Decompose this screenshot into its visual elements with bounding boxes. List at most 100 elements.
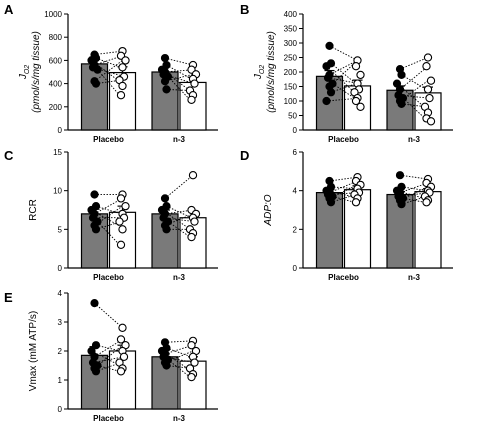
data-point-pre: [160, 53, 170, 63]
data-point-pre: [91, 79, 101, 88]
data-point-pre: [91, 341, 101, 350]
y-axis-label: RCR: [28, 199, 39, 221]
x-category-label: Placebo: [93, 135, 124, 144]
pair-line: [94, 205, 123, 226]
y-tick-label: 6: [293, 148, 298, 157]
data-point-post: [187, 95, 196, 104]
pair-line: [164, 350, 194, 364]
panel-letter: E: [4, 290, 13, 305]
data-point-pre: [397, 99, 406, 109]
panel-b: B 0 50 100 150 200 250 300 350 400 JO2 (pmol/s/mg t…: [240, 2, 453, 144]
bar-post: [179, 217, 207, 269]
y-tick-label: 400: [284, 10, 298, 19]
data-point-pre: [397, 70, 406, 80]
y-axis-label: Vmax (mM ATP/s): [28, 311, 39, 391]
data-point-post: [351, 198, 361, 207]
pair-line: [164, 174, 194, 199]
panel-e: E 0 1 2 3 4 Vmax (mM ATP/s) Placebo n-3: [4, 289, 218, 423]
y-axis-label: JO2: [253, 65, 266, 80]
data-point-post: [115, 217, 124, 226]
pair-line: [97, 221, 120, 246]
y-axis-label: ADP:O: [263, 194, 274, 226]
data-point-post: [425, 93, 434, 103]
pair-line: [92, 66, 125, 78]
bar-pre: [80, 63, 109, 131]
pair-line: [94, 302, 123, 329]
panel-letter: C: [4, 148, 14, 163]
data-point-pre: [326, 198, 336, 207]
data-point-post: [190, 79, 199, 88]
pair-line: [166, 347, 192, 358]
pair-line: [166, 365, 192, 369]
pair-line: [166, 88, 192, 92]
pair-line: [329, 60, 358, 76]
pair-line: [398, 192, 430, 197]
pair-line: [327, 192, 360, 195]
x-category-label: Placebo: [93, 414, 124, 423]
pair-line: [164, 213, 194, 226]
data-point-post: [187, 372, 196, 382]
pair-line: [399, 65, 429, 90]
pair-line: [399, 57, 429, 70]
y-tick-label: 0: [293, 264, 298, 273]
data-point-post: [188, 171, 198, 180]
panel-a: A 0 200 400 600 800 1000 JO2 (pmol/s/mg tissue) P…: [4, 2, 218, 144]
x-category-label: Placebo: [328, 135, 359, 144]
data-point-post: [121, 56, 130, 65]
panel-letter: A: [4, 2, 14, 17]
pair-line: [332, 83, 355, 99]
data-point-pre: [162, 225, 171, 234]
data-point-post: [426, 76, 436, 85]
data-point-pre: [160, 77, 170, 86]
y-axis-units: (pmol/s/mg tissue): [31, 31, 42, 113]
y-tick-label: 2: [293, 225, 298, 234]
y-tick-label: 10: [53, 187, 62, 196]
y-axis-title: JO2 (pmol/s/mg tissue): [18, 31, 42, 113]
data-point-post: [118, 63, 127, 72]
x-category-label: n-3: [408, 273, 421, 282]
y-tick-label: 15: [53, 148, 62, 157]
x-category-label: Placebo: [328, 273, 359, 282]
pair-line: [95, 57, 122, 68]
pair-line: [327, 77, 360, 85]
data-point-post: [356, 70, 365, 80]
data-point-post: [187, 341, 196, 350]
data-point-post: [121, 201, 130, 211]
data-point-post: [356, 102, 365, 111]
data-point-post: [187, 232, 196, 242]
pair-line: [163, 356, 195, 364]
pair-line: [398, 94, 430, 99]
y-tick-label: 50: [288, 112, 297, 121]
y-tick-label: 200: [284, 68, 298, 77]
data-point-pre: [325, 41, 334, 51]
data-point-pre: [90, 190, 99, 199]
y-tick-label: 350: [284, 25, 298, 34]
y-axis-title: JO2 (pmol/s/mg tissue): [253, 31, 277, 113]
data-point-post: [423, 53, 433, 62]
data-point-post: [116, 335, 126, 344]
data-point-post: [116, 91, 126, 100]
y-tick-label: 150: [284, 83, 298, 92]
data-point-post: [422, 62, 431, 71]
data-point-pre: [397, 200, 406, 209]
pair-line: [95, 205, 122, 215]
pair-line: [329, 184, 358, 199]
pair-line: [164, 73, 194, 82]
pair-line: [163, 73, 195, 85]
y-tick-label: 2: [58, 347, 63, 356]
pair-line: [164, 57, 194, 66]
data-point-pre: [91, 225, 101, 234]
x-category-label: Placebo: [93, 273, 124, 282]
x-category-label: n-3: [408, 135, 421, 144]
data-point-post: [190, 358, 199, 367]
pair-line: [94, 339, 123, 358]
y-tick-label: 4: [293, 187, 298, 196]
x-category-label: n-3: [173, 273, 186, 282]
data-point-pre: [323, 73, 333, 82]
y-tick-label: 3: [58, 318, 63, 327]
y-axis-title: ADP:O: [263, 194, 274, 226]
data-point-pre: [160, 194, 170, 203]
data-point-pre: [90, 299, 99, 308]
pair-line: [167, 76, 191, 101]
y-tick-label: 600: [49, 56, 63, 65]
